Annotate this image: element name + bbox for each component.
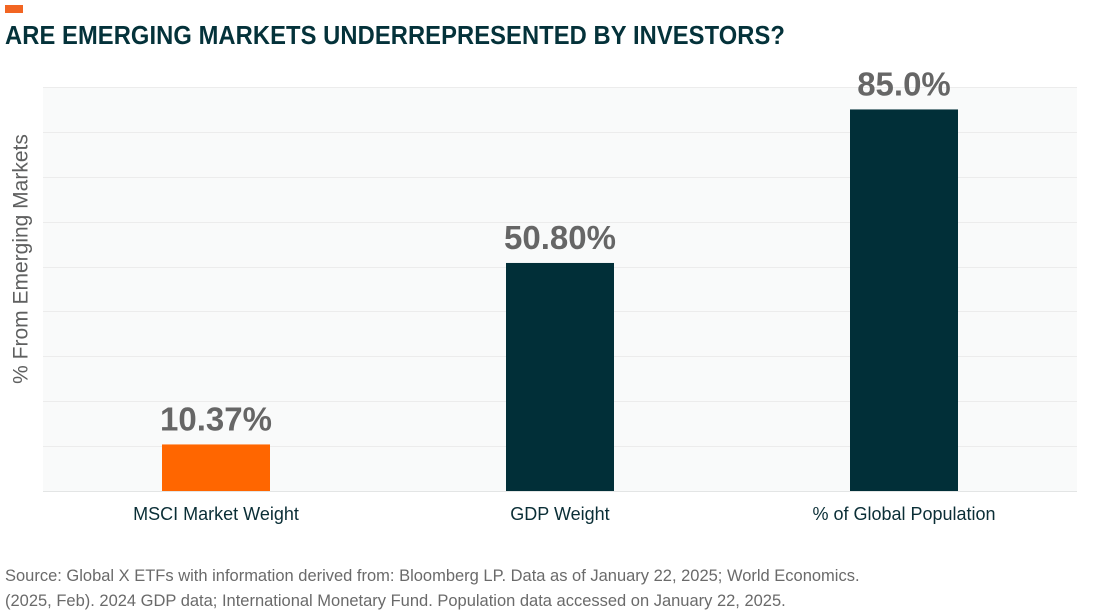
bars (162, 109, 958, 491)
data-label-1: 10.37% (160, 400, 272, 437)
data-label-2: 50.80% (504, 219, 616, 256)
y-axis-label: % From Emerging Markets (10, 134, 33, 384)
title-accent-bar (5, 5, 23, 13)
data-labels: 10.37% 50.80% 85.0% (160, 65, 951, 437)
source-line-1: Source: Global X ETFs with information d… (5, 566, 860, 585)
x-tick-label-1: MSCI Market Weight (133, 504, 299, 524)
x-axis-tick-labels: MSCI Market Weight GDP Weight % of Global … (133, 504, 995, 524)
source-note: Source: Global X ETFs with information d… (5, 563, 1062, 613)
source-line-2: (2025, Feb). 2024 GDP data; Internationa… (5, 591, 786, 610)
bar-2 (506, 262, 614, 491)
bar-1 (162, 444, 270, 491)
chart-title: ARE EMERGING MARKETS UNDERREPRESENTED BY… (5, 22, 785, 50)
data-label-3: 85.0% (857, 65, 951, 102)
x-tick-label-3: % of Global Population (812, 504, 995, 524)
bar-3 (850, 109, 958, 491)
x-tick-label-2: GDP Weight (510, 504, 609, 524)
